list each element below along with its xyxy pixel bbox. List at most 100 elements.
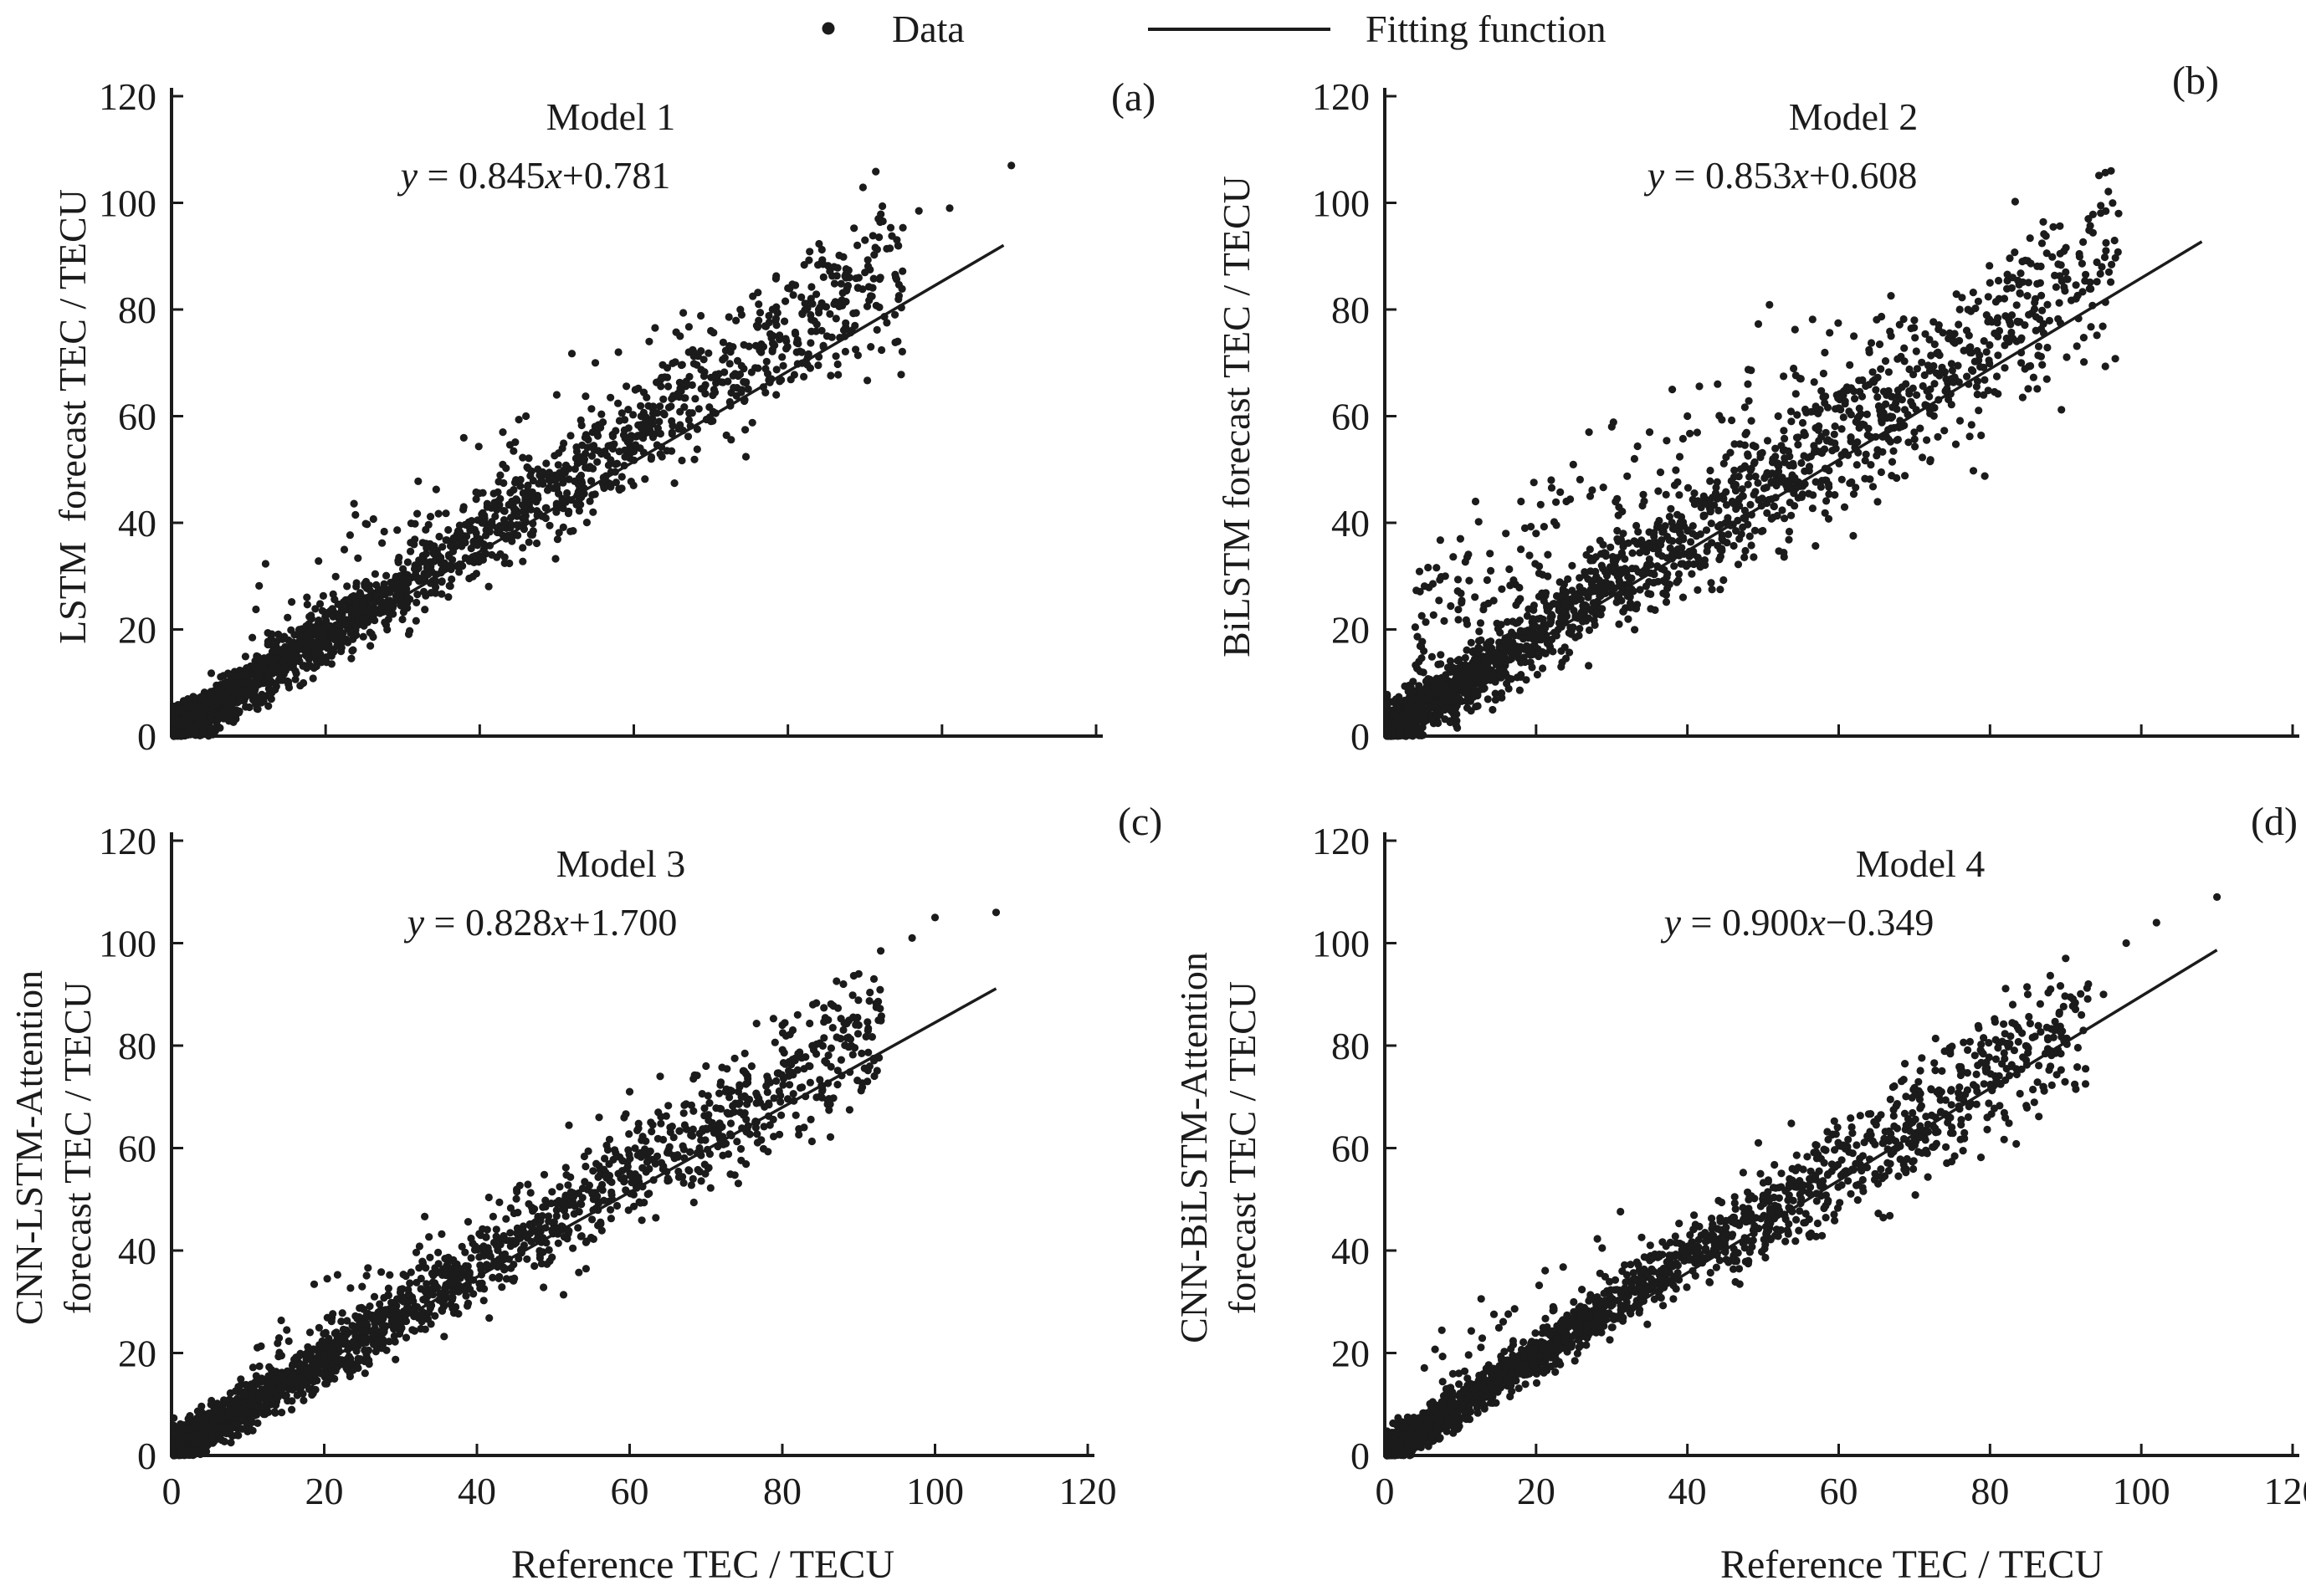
data-point bbox=[287, 626, 295, 634]
data-point bbox=[1860, 421, 1868, 429]
data-point bbox=[1965, 432, 1974, 441]
data-point bbox=[1822, 497, 1831, 505]
data-point bbox=[500, 516, 509, 524]
data-point bbox=[369, 514, 377, 524]
data-point bbox=[1696, 530, 1704, 539]
data-point bbox=[891, 310, 899, 319]
data-point bbox=[399, 608, 407, 616]
data-point bbox=[737, 310, 746, 319]
data-point bbox=[1707, 519, 1715, 528]
data-point bbox=[2062, 268, 2070, 276]
data-point bbox=[2057, 406, 2066, 414]
data-point bbox=[1801, 405, 1810, 414]
data-point bbox=[1991, 329, 1999, 338]
data-point bbox=[1569, 460, 1577, 469]
data-point bbox=[1562, 612, 1571, 621]
data-point bbox=[1974, 297, 1982, 305]
data-point bbox=[837, 279, 845, 288]
data-point bbox=[1636, 549, 1644, 557]
data-point bbox=[1527, 523, 1535, 531]
data-point bbox=[1613, 494, 1622, 503]
data-point bbox=[586, 463, 594, 471]
data-point bbox=[1819, 369, 1827, 378]
data-point bbox=[500, 553, 509, 561]
data-point bbox=[1814, 409, 1822, 417]
data-point bbox=[670, 479, 679, 488]
data-point bbox=[2016, 289, 2024, 297]
data-point bbox=[1607, 543, 1615, 551]
data-point bbox=[1677, 560, 1685, 568]
data-point bbox=[1992, 372, 2001, 381]
data-point bbox=[1383, 691, 1391, 699]
data-point bbox=[873, 245, 881, 253]
data-point bbox=[315, 557, 323, 565]
data-point bbox=[876, 274, 884, 282]
data-point bbox=[819, 273, 828, 281]
data-point bbox=[1718, 416, 1726, 424]
data-point bbox=[582, 519, 592, 527]
data-point bbox=[2054, 260, 2063, 269]
data-point bbox=[1668, 386, 1677, 394]
panel-b-fit-line bbox=[1384, 240, 2203, 734]
data-point bbox=[458, 542, 466, 550]
data-point bbox=[331, 572, 340, 581]
data-point bbox=[639, 408, 648, 417]
data-point bbox=[484, 582, 493, 591]
data-point bbox=[208, 730, 217, 739]
data-point bbox=[1771, 453, 1780, 461]
data-point bbox=[2001, 364, 2009, 372]
data-point bbox=[519, 544, 527, 552]
data-point bbox=[264, 702, 273, 710]
data-point bbox=[1801, 431, 1809, 439]
data-point bbox=[1851, 395, 1859, 403]
data-point bbox=[393, 526, 402, 535]
data-point bbox=[1824, 480, 1833, 489]
data-point bbox=[1688, 570, 1696, 578]
data-point bbox=[1878, 448, 1887, 456]
data-point bbox=[1980, 337, 1988, 345]
data-point bbox=[1453, 575, 1463, 584]
data-point bbox=[805, 256, 813, 264]
data-point bbox=[1556, 488, 1565, 497]
data-point bbox=[1910, 428, 1919, 437]
data-point bbox=[1948, 366, 1956, 375]
data-point bbox=[1787, 417, 1796, 426]
data-point bbox=[1461, 558, 1469, 566]
y-tick-label: 60 bbox=[118, 396, 156, 438]
data-point bbox=[677, 361, 686, 370]
data-point bbox=[422, 550, 430, 558]
data-point bbox=[1628, 549, 1637, 557]
data-point bbox=[1803, 453, 1812, 462]
data-point bbox=[271, 685, 279, 694]
data-point bbox=[593, 458, 602, 466]
data-point bbox=[612, 478, 621, 487]
data-point bbox=[2038, 361, 2047, 369]
data-point bbox=[1463, 620, 1472, 628]
data-point bbox=[620, 426, 629, 434]
data-point bbox=[239, 678, 248, 686]
data-point bbox=[697, 311, 705, 320]
data-point bbox=[772, 321, 781, 330]
data-point bbox=[725, 313, 733, 321]
data-point bbox=[1901, 472, 1909, 480]
data-point bbox=[551, 555, 560, 563]
data-point bbox=[697, 366, 705, 374]
data-point bbox=[1722, 488, 1730, 496]
data-point bbox=[1532, 529, 1540, 538]
data-point bbox=[1780, 372, 1788, 381]
data-point bbox=[1910, 324, 1919, 332]
data-point bbox=[945, 204, 954, 212]
data-point bbox=[1455, 656, 1463, 664]
data-point bbox=[1647, 590, 1655, 599]
data-point bbox=[845, 274, 853, 282]
data-point bbox=[288, 598, 296, 606]
data-point bbox=[426, 513, 435, 521]
data-point bbox=[350, 499, 358, 508]
data-point bbox=[2087, 284, 2095, 293]
data-point bbox=[1858, 392, 1867, 401]
data-point bbox=[403, 558, 412, 566]
data-point bbox=[1484, 695, 1492, 703]
data-point bbox=[526, 472, 535, 480]
data-point bbox=[1893, 355, 1902, 363]
data-point bbox=[1632, 565, 1640, 573]
